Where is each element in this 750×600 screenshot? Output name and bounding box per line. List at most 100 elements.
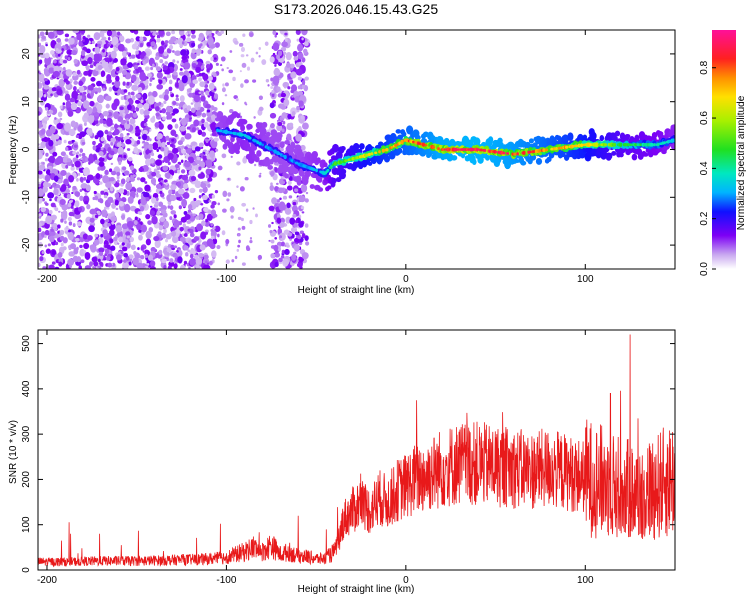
spectrogram-cell [200, 95, 206, 102]
spectrogram-cell [164, 44, 167, 48]
spectrogram-cell [345, 159, 349, 162]
spectrogram-cell [535, 157, 543, 165]
spectrogram-cell [107, 68, 111, 74]
spectrogram-cell [280, 254, 285, 259]
spectrogram-cell [99, 30, 105, 38]
spectrogram-cell [86, 235, 93, 241]
spectrogram-cell [292, 50, 298, 57]
spectrogram-cell [81, 76, 86, 83]
spectrogram-cell [224, 94, 228, 97]
spectrogram-cell [135, 36, 141, 42]
spectrogram-cell [241, 225, 246, 230]
spectrogram-cell [296, 38, 300, 42]
spectrogram-cell [227, 178, 230, 181]
spectrogram-cell [80, 259, 85, 264]
spectrogram-cell [86, 204, 91, 210]
spectrogram-cell [82, 38, 85, 43]
spectrogram-cell [128, 254, 134, 259]
spectrogram-cell [160, 147, 165, 152]
spectrogram-cell [97, 64, 103, 70]
spectrogram-cell [59, 105, 64, 109]
spectrogram-cell [298, 195, 306, 203]
spectrogram-cell [352, 143, 360, 151]
spectrogram-cell [274, 236, 278, 240]
spectrogram-cell [60, 242, 64, 247]
spectrogram-cell [301, 84, 305, 89]
spectrogram-cell [133, 250, 137, 256]
spectrogram-cell [211, 250, 217, 258]
spectrogram-cell [136, 262, 144, 269]
spectrogram-cell [129, 56, 132, 59]
spectrogram-cell [249, 236, 253, 240]
spectrogram-cell [611, 150, 617, 156]
spectrogram-cell [296, 105, 300, 111]
spectrogram-cell [100, 147, 104, 151]
spectrogram-cell [64, 33, 70, 38]
spectrogram-cell [102, 30, 107, 34]
spectrogram-cell [98, 247, 105, 253]
spectrogram-cell [653, 143, 656, 147]
spectrogram-cell [479, 148, 483, 152]
spectrogram-cell [283, 98, 290, 107]
spectrogram-cell [293, 222, 298, 228]
spectrogram-cell [126, 81, 130, 86]
spectrogram-cell [258, 106, 264, 112]
spectrogram-cell [575, 144, 579, 148]
spectrogram-cell [269, 124, 274, 128]
spectrogram-cell [151, 90, 158, 98]
spectrogram-cell [195, 110, 202, 116]
spectrogram-cell [206, 80, 210, 84]
spectrogram-cell [238, 42, 244, 47]
spectrogram-cell [99, 174, 103, 179]
spectrogram-cell [294, 237, 299, 243]
spectrogram-cell [107, 36, 111, 41]
snr-x-ticks: -200 -100 0 100 [37, 330, 594, 586]
spectrogram-cell [261, 121, 268, 128]
spectrogram-cell [149, 266, 157, 269]
spectrogram-cell [102, 120, 107, 125]
spectrogram-cell [193, 236, 200, 242]
spectrogram-cell [123, 89, 128, 93]
spectrogram-cell [282, 195, 288, 200]
spectrogram-cell [149, 157, 155, 164]
spectrogram-cell [298, 100, 304, 107]
spectrogram-cell [120, 197, 127, 203]
spectrogram-cell [165, 105, 172, 113]
spectrogram-cell [55, 47, 59, 52]
spectrogram-cell [193, 119, 200, 127]
spectrogram-cell [180, 49, 187, 57]
spectrogram-cell [269, 56, 275, 63]
spectrogram-cell [241, 133, 245, 137]
spectrogram-cell [176, 60, 180, 64]
spectrogram-cell [290, 89, 295, 94]
spectrogram-cell [239, 70, 242, 73]
spectrogram-cell [115, 207, 119, 210]
spectrogram-cell [107, 196, 114, 204]
snr-xtick-label: 0 [403, 575, 409, 586]
spectrogram-cell [181, 75, 188, 84]
spectrogram-cell [210, 228, 214, 232]
spectrogram-cell [140, 246, 144, 251]
spectrogram-cell [221, 87, 226, 93]
spectrogram-cell [236, 248, 240, 252]
spectrogram-cell [125, 139, 132, 145]
spectrogram-cell [167, 124, 173, 130]
spectrogram-cell [60, 151, 66, 157]
spectrogram-cell [140, 120, 147, 129]
spectrogram-cell [100, 136, 105, 142]
spectrogram-cell [230, 215, 234, 219]
spectrogram-cell [115, 66, 120, 72]
spectrogram-cell [158, 30, 165, 37]
spectrogram-cell [117, 157, 123, 164]
spectrogram-cell [91, 40, 95, 45]
spectrogram-cell [297, 90, 304, 96]
spectrogram-cell [45, 107, 49, 111]
spectrogram-cell [143, 30, 151, 37]
spectrogram-cell [214, 42, 220, 48]
spectrogram-cell [62, 156, 69, 163]
spectrogram-cell [475, 148, 480, 151]
spectrogram-cell [278, 201, 286, 212]
spectrogram-cell [139, 108, 145, 115]
spectrogram-cell [83, 70, 89, 76]
spectrogram-cell [155, 183, 162, 189]
